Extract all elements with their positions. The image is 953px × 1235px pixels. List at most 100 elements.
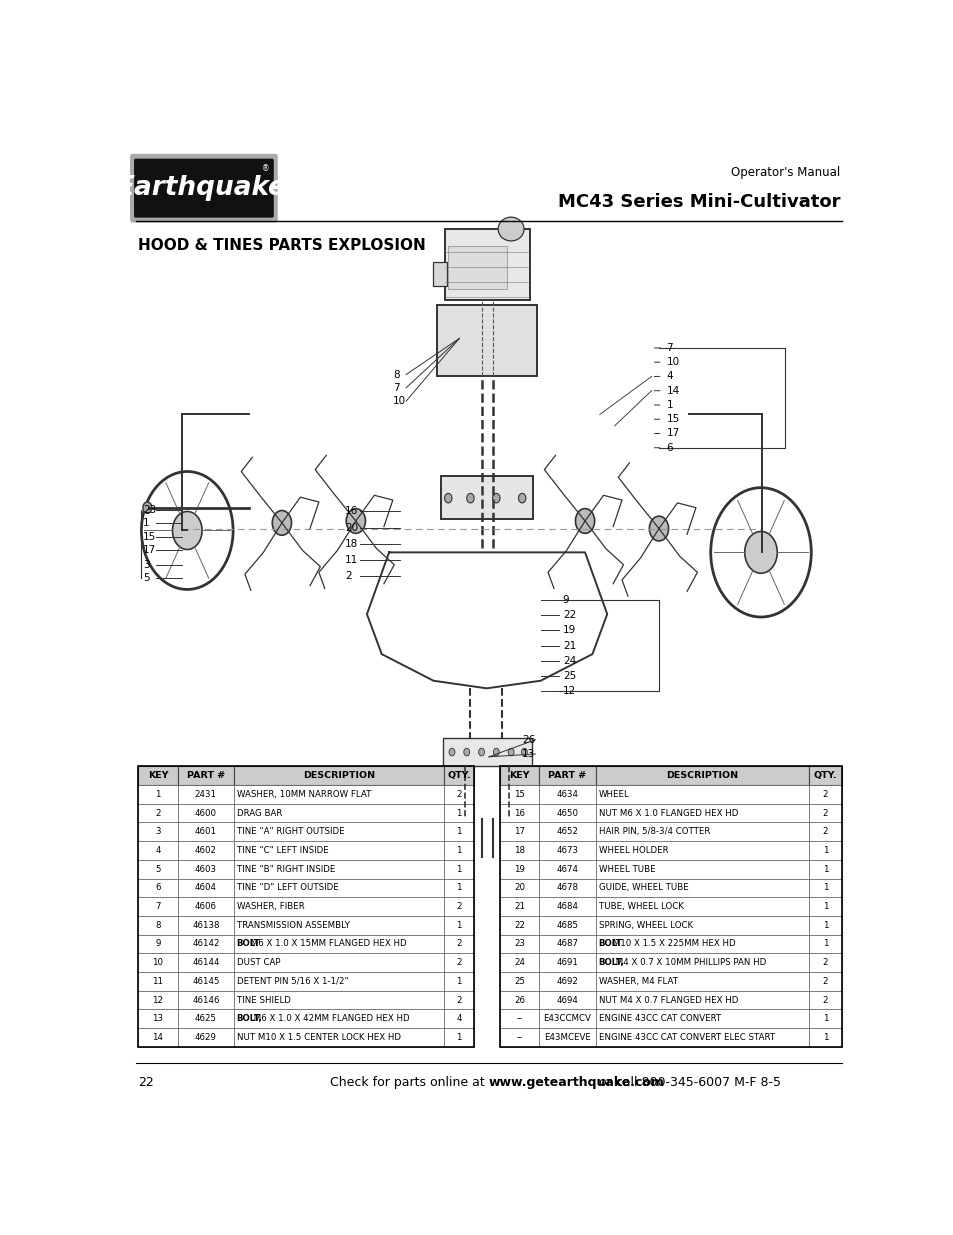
Bar <box>178 972 233 990</box>
Text: 4685: 4685 <box>556 921 578 930</box>
Bar <box>595 1029 808 1047</box>
Text: 22: 22 <box>562 610 576 620</box>
Text: 1: 1 <box>456 1032 461 1042</box>
Text: 21: 21 <box>514 902 524 911</box>
Text: 1: 1 <box>456 809 461 818</box>
Text: TRANSMISSION ASSEMBLY: TRANSMISSION ASSEMBLY <box>236 921 349 930</box>
Text: 17: 17 <box>665 429 679 438</box>
Bar <box>178 766 233 785</box>
Bar <box>137 766 474 1047</box>
Bar <box>595 916 808 935</box>
Text: M6 X 1.0 X 42MM FLANGED HEX HD: M6 X 1.0 X 42MM FLANGED HEX HD <box>251 1014 409 1024</box>
Text: 1: 1 <box>821 1014 827 1024</box>
Bar <box>808 766 841 785</box>
Text: NUT M4 X 0.7 FLANGED HEX HD: NUT M4 X 0.7 FLANGED HEX HD <box>598 995 738 1004</box>
Bar <box>499 841 538 860</box>
Text: 23: 23 <box>514 940 524 948</box>
Bar <box>808 990 841 1009</box>
Bar <box>538 1029 595 1047</box>
Text: 2: 2 <box>344 571 351 582</box>
Text: WHEEL: WHEEL <box>598 790 629 799</box>
Bar <box>436 305 537 377</box>
Bar <box>443 990 474 1009</box>
Text: 10: 10 <box>152 958 163 967</box>
Bar <box>538 972 595 990</box>
Text: 24: 24 <box>562 656 576 666</box>
Bar <box>443 1009 474 1029</box>
Bar <box>178 990 233 1009</box>
Bar <box>595 841 808 860</box>
Text: 1: 1 <box>456 921 461 930</box>
Text: 13: 13 <box>152 1014 163 1024</box>
Text: 16: 16 <box>344 506 357 516</box>
Bar <box>137 878 178 898</box>
Text: 4684: 4684 <box>556 902 578 911</box>
Bar <box>538 860 595 878</box>
Bar <box>178 1009 233 1029</box>
Bar <box>538 898 595 916</box>
Circle shape <box>649 516 668 541</box>
Bar <box>178 823 233 841</box>
Text: 19: 19 <box>562 625 576 635</box>
Circle shape <box>463 748 469 756</box>
Text: E43MCEVE: E43MCEVE <box>543 1032 590 1042</box>
Bar <box>538 935 595 953</box>
Text: 6: 6 <box>665 443 672 453</box>
Text: TINE "A" RIGHT OUTSIDE: TINE "A" RIGHT OUTSIDE <box>236 827 344 836</box>
Text: 2: 2 <box>456 995 461 1004</box>
Bar <box>538 953 595 972</box>
Text: DRAG BAR: DRAG BAR <box>236 809 282 818</box>
Ellipse shape <box>497 217 523 241</box>
Text: QTY.: QTY. <box>813 771 837 781</box>
Bar <box>499 916 538 935</box>
Text: 8: 8 <box>155 921 160 930</box>
Text: TINE SHIELD: TINE SHIELD <box>236 995 290 1004</box>
Text: 14: 14 <box>152 1032 163 1042</box>
Text: M6 X 1.0 X 15MM FLANGED HEX HD: M6 X 1.0 X 15MM FLANGED HEX HD <box>248 940 406 948</box>
Circle shape <box>744 531 777 573</box>
Text: 2431: 2431 <box>194 790 216 799</box>
Bar <box>499 898 538 916</box>
Bar <box>499 878 538 898</box>
Bar <box>538 990 595 1009</box>
Bar <box>808 860 841 878</box>
Bar <box>233 1029 443 1047</box>
Text: 2: 2 <box>155 809 160 818</box>
Bar <box>499 766 841 1047</box>
Circle shape <box>518 494 525 503</box>
Text: 4652: 4652 <box>556 827 578 836</box>
Bar <box>233 804 443 823</box>
Text: 2: 2 <box>456 902 461 911</box>
Text: 1: 1 <box>821 940 827 948</box>
Text: GUIDE, WHEEL TUBE: GUIDE, WHEEL TUBE <box>598 883 688 893</box>
Bar <box>448 246 507 289</box>
Bar <box>233 935 443 953</box>
Text: 5: 5 <box>143 573 150 583</box>
Text: 4678: 4678 <box>556 883 578 893</box>
Text: 1: 1 <box>821 864 827 873</box>
Bar <box>595 878 808 898</box>
Circle shape <box>493 748 498 756</box>
Bar <box>808 972 841 990</box>
Text: HOOD & TINES PARTS EXPLOSION: HOOD & TINES PARTS EXPLOSION <box>137 237 425 253</box>
Text: TINE "C" LEFT INSIDE: TINE "C" LEFT INSIDE <box>236 846 328 855</box>
Text: 20: 20 <box>514 883 524 893</box>
Text: 2: 2 <box>821 827 827 836</box>
Text: ENGINE 43CC CAT CONVERT ELEC START: ENGINE 43CC CAT CONVERT ELEC START <box>598 1032 774 1042</box>
Circle shape <box>272 510 292 535</box>
Bar <box>595 785 808 804</box>
Bar <box>443 953 474 972</box>
Text: 4625: 4625 <box>194 1014 216 1024</box>
Text: DUST CAP: DUST CAP <box>236 958 280 967</box>
Text: ENGINE 43CC CAT CONVERT: ENGINE 43CC CAT CONVERT <box>598 1014 720 1024</box>
Bar <box>233 766 443 785</box>
Text: M4 X 0.7 X 10MM PHILLIPS PAN HD: M4 X 0.7 X 10MM PHILLIPS PAN HD <box>612 958 765 967</box>
Bar <box>538 878 595 898</box>
Bar <box>433 262 446 287</box>
Bar <box>808 878 841 898</box>
Bar <box>443 898 474 916</box>
Text: DESCRIPTION: DESCRIPTION <box>665 771 738 781</box>
Text: QTY.: QTY. <box>447 771 471 781</box>
Bar <box>499 953 538 972</box>
Bar <box>595 898 808 916</box>
